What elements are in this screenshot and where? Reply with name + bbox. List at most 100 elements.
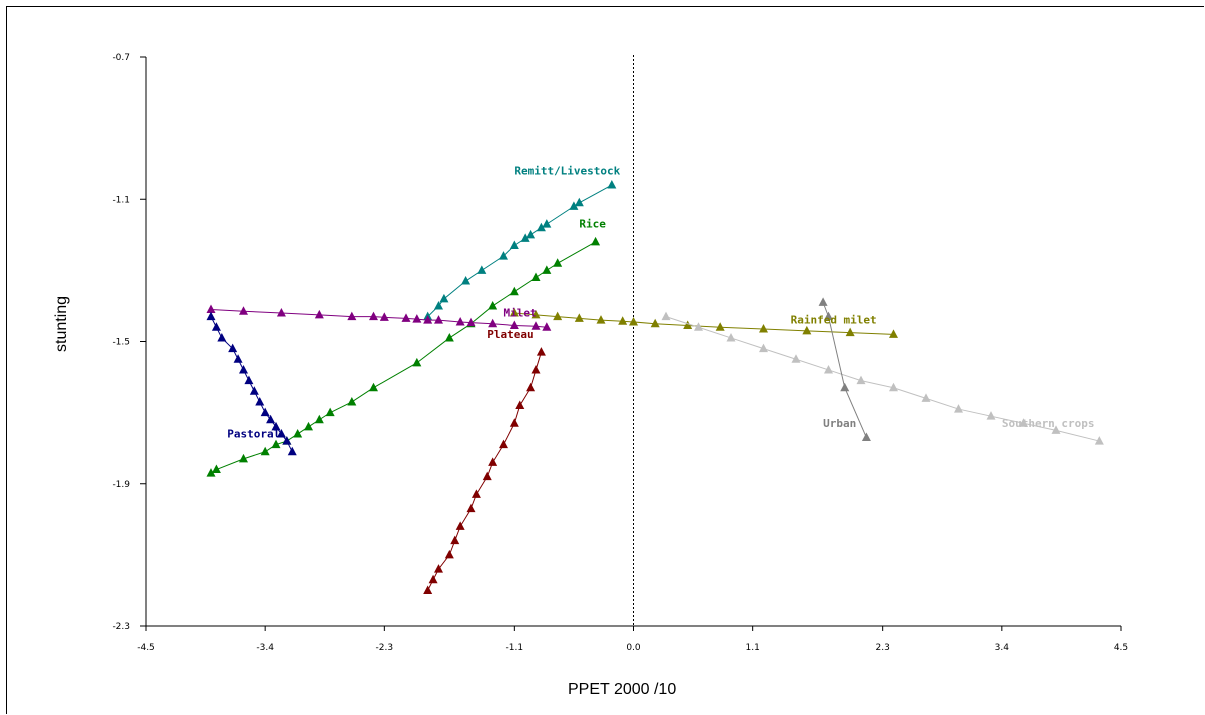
data-point xyxy=(845,327,855,337)
data-point xyxy=(526,382,536,392)
data-point xyxy=(509,418,519,427)
data-point xyxy=(482,471,492,481)
data-point xyxy=(471,489,481,498)
x-tick-label: 4.5 xyxy=(1114,643,1128,653)
data-point xyxy=(542,265,552,274)
data-point xyxy=(1094,436,1104,445)
series-3 xyxy=(206,311,297,456)
data-point xyxy=(1051,425,1061,434)
data-point xyxy=(304,421,313,431)
data-point xyxy=(260,446,270,456)
data-point xyxy=(509,240,519,249)
data-point xyxy=(233,354,243,363)
data-point xyxy=(954,404,963,413)
data-point xyxy=(217,332,227,342)
series-label: Urban xyxy=(823,417,856,430)
series-line xyxy=(427,352,542,591)
data-point xyxy=(531,321,541,330)
series-line xyxy=(427,184,613,317)
data-point xyxy=(515,400,525,410)
x-tick-label: -3.4 xyxy=(256,643,274,653)
y-axis-title: stunting xyxy=(53,296,70,352)
data-point xyxy=(255,396,265,406)
data-point xyxy=(347,311,357,321)
data-point xyxy=(889,382,898,392)
series-5 xyxy=(509,308,898,338)
series-layer xyxy=(206,180,1104,594)
data-point xyxy=(293,428,303,438)
axes xyxy=(145,55,1121,627)
data-point xyxy=(574,313,584,322)
y-tick-label: -2.3 xyxy=(112,622,130,632)
series-line xyxy=(822,302,867,438)
data-point xyxy=(287,446,297,456)
data-point xyxy=(531,309,541,319)
data-point xyxy=(244,375,254,385)
data-point xyxy=(488,318,498,328)
data-point xyxy=(412,357,422,367)
data-point xyxy=(488,457,498,466)
data-point xyxy=(466,503,476,513)
x-tick-label: 3.4 xyxy=(995,643,1010,653)
data-point xyxy=(271,439,281,449)
data-point xyxy=(206,468,216,477)
data-point xyxy=(260,407,270,417)
data-point xyxy=(466,317,476,327)
x-tick-label: 0.0 xyxy=(626,643,641,653)
data-point xyxy=(450,535,460,545)
data-point xyxy=(282,436,292,445)
data-point xyxy=(509,308,519,317)
data-point xyxy=(569,201,579,210)
x-axis-title: PPET 2000 /10 xyxy=(568,681,676,698)
data-point xyxy=(369,382,378,392)
data-point xyxy=(444,332,454,342)
data-point xyxy=(759,343,768,353)
x-ticks: -4.5 -3.4 -2.3 -1.1 0.0 1.1 2.3 3.4 4.5 xyxy=(137,626,1128,653)
series-line xyxy=(514,312,894,335)
data-point xyxy=(455,521,465,530)
data-point xyxy=(542,219,552,228)
data-point xyxy=(889,329,898,338)
chart-frame xyxy=(6,6,1204,714)
data-point xyxy=(314,309,324,319)
y-tick-label: -1.5 xyxy=(112,338,130,348)
data-point xyxy=(683,320,693,329)
data-point xyxy=(206,304,216,313)
data-point xyxy=(428,574,438,584)
y-ticks: -0.7 -1.1 -1.5 -1.9 -2.3 xyxy=(112,53,146,632)
data-point xyxy=(536,347,546,356)
data-point xyxy=(206,311,216,321)
data-point xyxy=(423,585,433,594)
data-point xyxy=(239,364,248,374)
data-point xyxy=(488,300,498,310)
data-point xyxy=(818,297,828,306)
y-tick-label: -1.9 xyxy=(112,480,130,490)
data-point xyxy=(986,411,996,420)
x-tick-label: 1.1 xyxy=(746,643,760,653)
data-point xyxy=(921,393,931,402)
data-point xyxy=(276,308,286,317)
series-label: Milet xyxy=(504,307,537,320)
x-tick-label: -2.3 xyxy=(376,643,394,653)
data-point xyxy=(249,386,259,395)
data-point xyxy=(726,332,736,342)
series-label: Rice xyxy=(579,218,606,231)
data-point xyxy=(276,428,286,438)
data-point xyxy=(715,322,725,331)
data-point xyxy=(531,272,541,281)
series-line xyxy=(665,316,1100,442)
data-point xyxy=(791,354,801,363)
data-point xyxy=(596,315,606,324)
data-point xyxy=(526,229,536,239)
data-point xyxy=(824,311,833,321)
y-tick-label: -0.7 xyxy=(112,53,130,63)
data-point xyxy=(423,315,433,324)
series-4 xyxy=(423,347,546,594)
data-point xyxy=(574,197,584,207)
data-point xyxy=(379,312,389,321)
data-point xyxy=(266,414,276,424)
data-point xyxy=(412,314,422,323)
data-point xyxy=(499,439,508,449)
series-label: Pastoral xyxy=(227,428,280,441)
data-point xyxy=(759,324,768,333)
